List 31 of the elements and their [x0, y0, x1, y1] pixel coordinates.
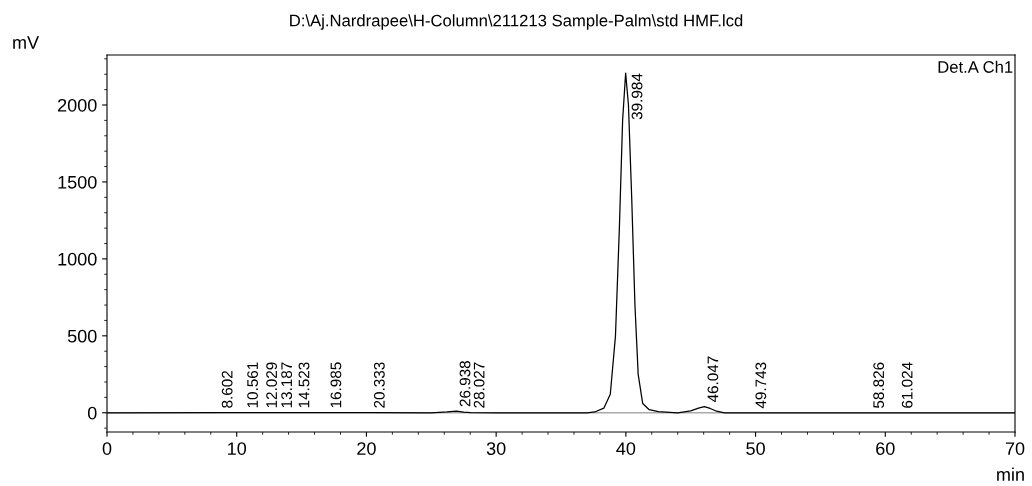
x-tick-label: 10 — [228, 442, 247, 455]
annotation: 20.333 — [373, 362, 385, 408]
y-tick-label: 0 — [87, 406, 97, 420]
y-tick-label: 2000 — [58, 98, 97, 112]
annotation: 13.187 — [281, 362, 293, 408]
annotation: 61.024 — [901, 362, 913, 408]
y-axis-title: mV — [13, 36, 40, 49]
x-axis-title: min — [997, 467, 1024, 481]
annotation: 58.826 — [873, 362, 885, 408]
x-tick-label: 50 — [746, 442, 765, 455]
x-tick-label: 70 — [1005, 442, 1025, 455]
annotation: 26.938 — [459, 361, 471, 407]
x-tick-label: 30 — [486, 442, 506, 455]
x-tick-label: 60 — [876, 442, 895, 455]
annotation: Det.A Ch1 — [938, 60, 1013, 73]
annotation: 8.602 — [221, 370, 233, 408]
annotation: 14.523 — [298, 362, 310, 408]
annotation: 39.984 — [631, 73, 643, 120]
annotation: 10.561 — [247, 362, 258, 408]
annotation: 12.029 — [266, 362, 278, 408]
y-tick-label: 1000 — [58, 252, 97, 266]
y-tick-label: 500 — [67, 329, 97, 343]
chart-title: D:\Aj.Nardrapee\H-Column\211213 Sample-Palm\std HMF.lcd — [290, 14, 743, 30]
annotation: 46.047 — [707, 356, 719, 403]
annotation: 49.743 — [755, 362, 767, 409]
x-tick-label: 20 — [357, 442, 376, 455]
x-tick-label: 40 — [616, 442, 636, 455]
annotation: 16.985 — [330, 362, 342, 408]
annotation: 28.027 — [473, 362, 485, 408]
y-tick-label: 1500 — [58, 175, 97, 189]
x-tick-label: 0 — [102, 442, 112, 455]
